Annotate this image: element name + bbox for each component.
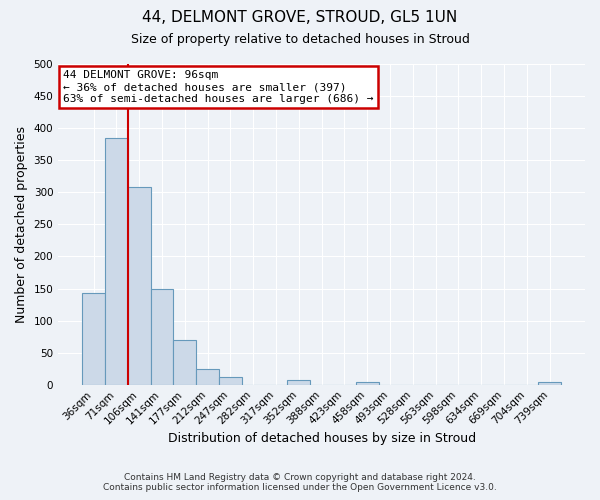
Bar	[82, 293, 105, 384]
Text: Size of property relative to detached houses in Stroud: Size of property relative to detached ho…	[131, 32, 469, 46]
Text: 44, DELMONT GROVE, STROUD, GL5 1UN: 44, DELMONT GROVE, STROUD, GL5 1UN	[142, 10, 458, 25]
Bar	[356, 382, 379, 384]
Bar	[173, 340, 196, 384]
X-axis label: Distribution of detached houses by size in Stroud: Distribution of detached houses by size …	[167, 432, 476, 445]
Bar	[287, 380, 310, 384]
Bar	[219, 377, 242, 384]
Bar	[151, 289, 173, 384]
Bar	[105, 138, 128, 384]
Text: Contains HM Land Registry data © Crown copyright and database right 2024.
Contai: Contains HM Land Registry data © Crown c…	[103, 473, 497, 492]
Bar	[538, 382, 561, 384]
Y-axis label: Number of detached properties: Number of detached properties	[15, 126, 28, 323]
Bar	[128, 187, 151, 384]
Bar	[196, 368, 219, 384]
Text: 44 DELMONT GROVE: 96sqm
← 36% of detached houses are smaller (397)
63% of semi-d: 44 DELMONT GROVE: 96sqm ← 36% of detache…	[64, 70, 374, 104]
